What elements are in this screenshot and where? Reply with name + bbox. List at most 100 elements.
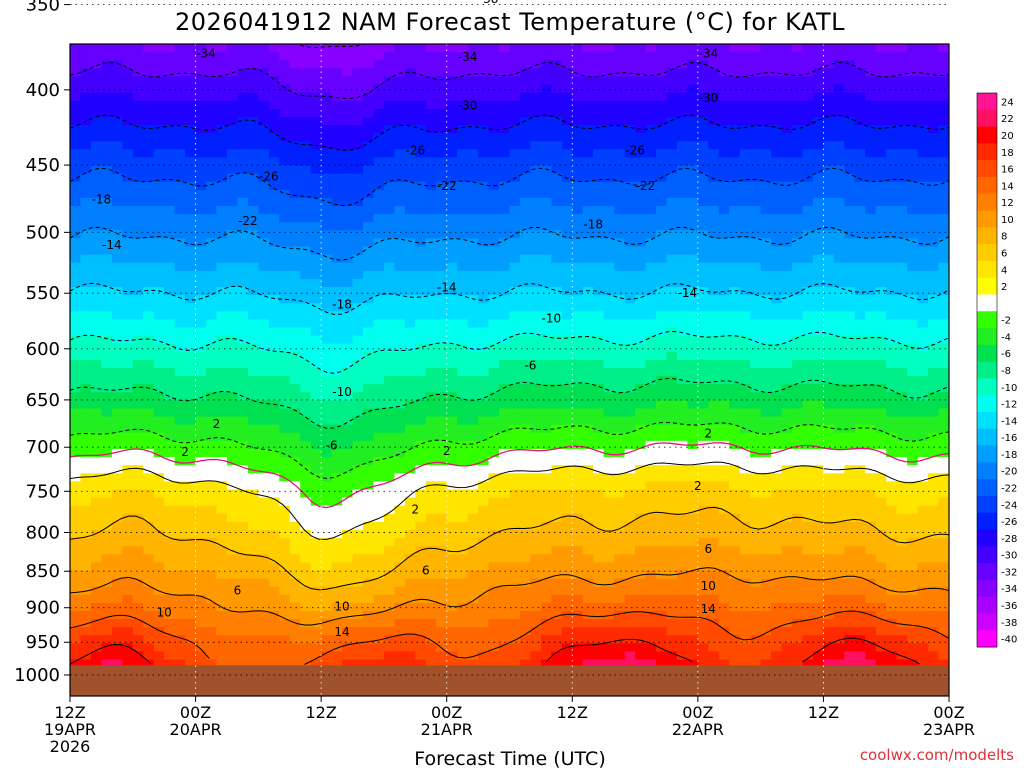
band-cell xyxy=(812,384,825,401)
band-cell xyxy=(373,384,385,410)
band-cell xyxy=(216,311,228,337)
band-cell xyxy=(289,44,301,69)
band-cell xyxy=(195,133,207,159)
band-cell xyxy=(446,214,458,240)
band-cell xyxy=(436,133,448,159)
band-cell xyxy=(697,60,709,94)
band-cell xyxy=(875,44,887,53)
band-cell xyxy=(237,554,249,580)
band-cell xyxy=(875,238,887,264)
band-cell xyxy=(415,295,427,321)
band-cell xyxy=(551,230,563,264)
band-cell xyxy=(530,651,542,677)
band-cell xyxy=(676,440,688,466)
band-cell xyxy=(394,408,406,434)
contour-label: -18 xyxy=(332,298,352,312)
band-cell xyxy=(185,465,197,482)
band-cell xyxy=(875,473,887,499)
band-cell xyxy=(886,262,898,296)
band-cell xyxy=(90,457,102,474)
band-cell xyxy=(519,92,532,118)
band-cell xyxy=(321,230,333,256)
band-cell xyxy=(697,505,709,539)
band-cell xyxy=(917,586,929,612)
band-cell xyxy=(603,125,615,150)
band-cell xyxy=(331,448,343,474)
band-cell xyxy=(436,238,448,272)
band-cell xyxy=(164,538,176,572)
band-cell xyxy=(289,246,301,272)
band-cell xyxy=(300,359,312,393)
band-cell xyxy=(603,643,615,661)
band-cell xyxy=(185,505,197,539)
band-cell xyxy=(614,432,626,458)
band-cell xyxy=(624,643,636,653)
band-cell xyxy=(122,44,134,45)
band-cell xyxy=(802,521,814,555)
band-cell xyxy=(226,440,239,466)
band-cell xyxy=(289,643,301,669)
band-cell xyxy=(907,627,919,644)
band-cell xyxy=(111,367,123,393)
band-cell xyxy=(582,489,594,523)
band-cell xyxy=(855,0,866,12)
band-cell xyxy=(321,311,333,345)
band-cell xyxy=(509,311,521,337)
band-cell xyxy=(216,157,228,183)
band-cell xyxy=(111,392,123,410)
band-cell xyxy=(928,457,940,474)
band-cell xyxy=(457,125,469,150)
band-cell xyxy=(164,505,176,539)
band-cell xyxy=(206,100,218,134)
band-cell xyxy=(101,635,113,644)
band-cell xyxy=(478,594,490,628)
band-cell xyxy=(310,400,322,426)
colorbar-tick-label: 16 xyxy=(1001,165,1014,176)
band-cell xyxy=(593,359,605,385)
band-cell xyxy=(436,44,448,53)
band-cell xyxy=(593,335,605,361)
band-cell xyxy=(771,448,783,474)
temperature-bands xyxy=(70,0,949,696)
band-cell xyxy=(666,44,678,69)
band-cell xyxy=(833,594,845,612)
band-cell xyxy=(300,610,312,628)
band-cell xyxy=(624,125,636,159)
band-cell xyxy=(174,424,186,442)
band-cell xyxy=(624,343,636,369)
band-cell xyxy=(614,627,626,644)
band-cell xyxy=(164,400,176,418)
band-cell xyxy=(373,610,385,628)
band-cell xyxy=(624,416,636,434)
band-cell xyxy=(216,546,228,580)
band-cell xyxy=(739,359,751,385)
band-cell xyxy=(666,440,678,466)
band-cell xyxy=(635,578,647,596)
band-cell xyxy=(530,197,542,231)
isotherm-10 xyxy=(70,567,949,626)
band-cell xyxy=(478,505,490,539)
colorbar-swatch xyxy=(977,193,997,212)
band-cell xyxy=(540,84,552,118)
band-cell xyxy=(844,116,856,150)
band-cell xyxy=(645,52,657,78)
band-cell xyxy=(666,287,678,312)
band-cell xyxy=(101,0,112,12)
colorbar-swatch xyxy=(977,227,997,245)
band-cell xyxy=(394,457,406,474)
band-cell xyxy=(206,457,218,482)
band-cell xyxy=(750,181,762,207)
band-cell xyxy=(488,586,500,620)
colorbar-swatch xyxy=(977,260,997,279)
band-cell xyxy=(530,359,542,385)
band-cell xyxy=(383,100,395,126)
band-cell xyxy=(530,254,542,288)
band-cell xyxy=(436,578,448,604)
band-cell xyxy=(268,529,280,563)
band-cell xyxy=(467,351,479,377)
band-cell xyxy=(865,489,877,523)
band-cell xyxy=(101,619,113,636)
band-cell xyxy=(226,367,239,393)
band-cell xyxy=(875,157,887,183)
colorbar-tick-label: 2 xyxy=(1001,282,1007,293)
